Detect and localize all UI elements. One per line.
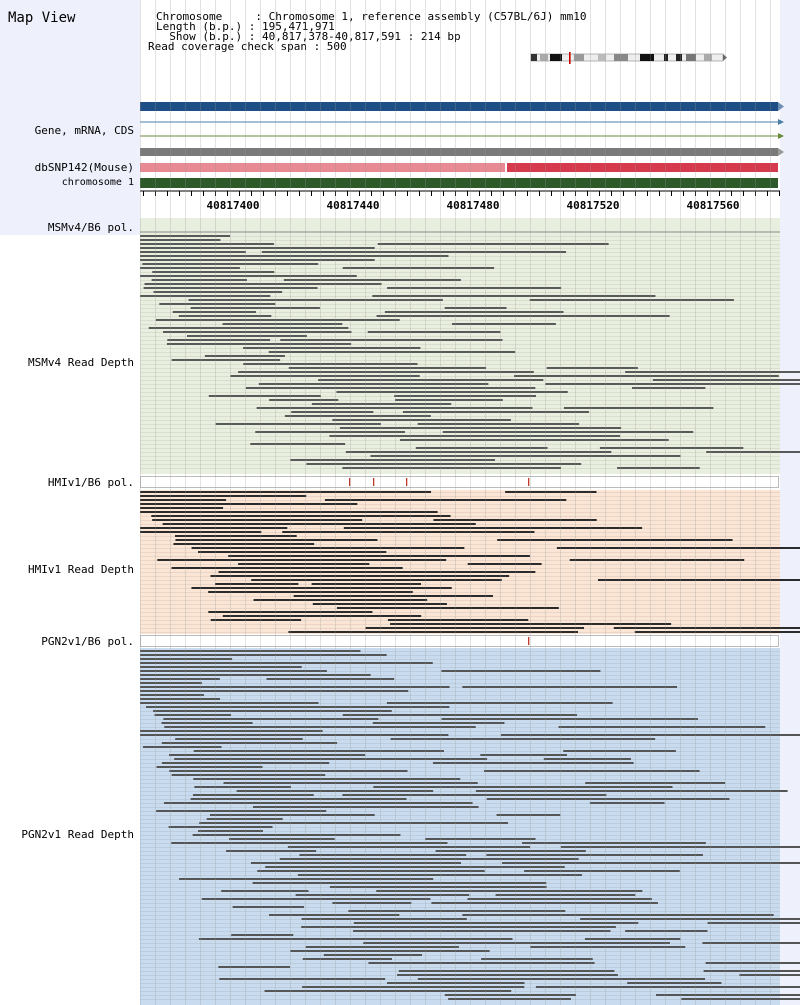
cds-bar [140, 148, 778, 156]
pgn-polymorphism-track[interactable] [140, 634, 800, 648]
header-panel [0, 0, 140, 235]
msm-read-depth-track[interactable] [140, 218, 800, 474]
chromosome-track-label: chromosome 1 [61, 177, 134, 188]
ideogram-position-marker [569, 52, 571, 64]
ruler-tick-label: 40817480 [447, 199, 500, 212]
hmi-read-depth-track[interactable] [140, 490, 800, 634]
variant-marker [373, 478, 375, 486]
msm-depth-label: MSMv4 Read Depth [28, 356, 134, 369]
pgn-depth-label: PGN2v1 Read Depth [21, 828, 134, 841]
ruler-tick-label: 40817520 [567, 199, 620, 212]
ruler-tick-label: 40817400 [207, 199, 260, 212]
ruler-tick-label: 40817440 [327, 199, 380, 212]
variant-marker [349, 478, 351, 486]
variant-marker [528, 478, 530, 486]
position-ruler: 40817400 40817440 40817480 40817520 4081… [140, 190, 780, 212]
variant-marker [528, 637, 530, 645]
variant-marker [406, 478, 408, 486]
dbsnp-track-label: dbSNP142(Mouse) [34, 161, 134, 174]
pgn-pol-label: PGN2v1/B6 pol. [41, 635, 134, 648]
chromosome-bar [140, 178, 778, 188]
msm-pol-label: MSMv4/B6 pol. [47, 221, 134, 234]
hmi-pol-label: HMIv1/B6 pol. [47, 476, 134, 489]
ruler-tick-label: 40817560 [687, 199, 740, 212]
pgn-read-depth-track[interactable] [140, 648, 800, 1005]
chromosome-ideogram[interactable] [528, 52, 728, 64]
show-range-info: Show (b.p.) : 40,817,378-40,817,591 : 21… [156, 30, 461, 43]
page-title: Map View [8, 10, 76, 26]
coverage-span-info: Read coverage check span : 500 [148, 40, 347, 53]
dbsnp-bar-dark [507, 163, 778, 172]
chromosome-info: Chromosome : Chromosome 1, reference ass… [156, 10, 587, 23]
gene-bar [140, 102, 778, 111]
hmi-polymorphism-track[interactable] [140, 474, 800, 490]
hmi-depth-label: HMIv1 Read Depth [28, 563, 134, 576]
right-margin-strip [780, 0, 800, 1005]
annotation-tracks [140, 102, 784, 188]
length-info: Length (b.p.) : 195,471,971 [156, 20, 335, 33]
dbsnp-bar-light [140, 163, 505, 172]
gene-track-label: Gene, mRNA, CDS [34, 124, 134, 137]
